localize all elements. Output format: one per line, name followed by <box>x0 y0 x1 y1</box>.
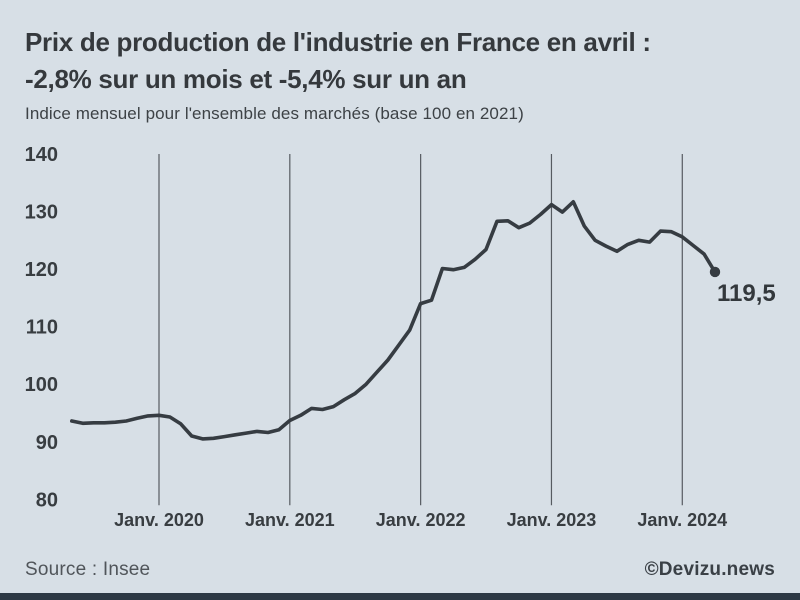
latest-value-label: 119,5 <box>717 280 776 307</box>
y-axis-label: 140 <box>25 144 58 166</box>
y-axis-label: 130 <box>25 202 58 224</box>
x-axis-label: Janv. 2022 <box>376 510 466 530</box>
latest-point-dot <box>709 266 721 278</box>
y-axis-label: 120 <box>25 259 58 281</box>
price-index-line <box>70 200 717 441</box>
footer-bar <box>0 593 800 600</box>
chart-header: Prix de production de l'industrie en Fra… <box>25 24 785 124</box>
chart-title-line-2: -2,8% sur un mois et -5,4% sur un an <box>25 64 467 94</box>
x-axis-label: Janv. 2020 <box>114 510 204 530</box>
y-axis-label: 110 <box>26 317 58 339</box>
source-text: Source : Insee <box>25 559 151 580</box>
y-axis-label: 90 <box>36 432 58 454</box>
y-axis-label: 100 <box>25 374 58 396</box>
y-axis-label: 80 <box>36 489 58 511</box>
x-axis-label: Janv. 2024 <box>637 510 727 530</box>
x-axis-label: Janv. 2021 <box>245 510 335 530</box>
credit-text: ©Devizu.news <box>644 559 775 580</box>
x-axis-label: Janv. 2023 <box>507 510 597 530</box>
chart-title-line-1: Prix de production de l'industrie en Fra… <box>25 27 651 57</box>
chart-subtitle: Indice mensuel pour l'ensemble des march… <box>25 104 524 123</box>
